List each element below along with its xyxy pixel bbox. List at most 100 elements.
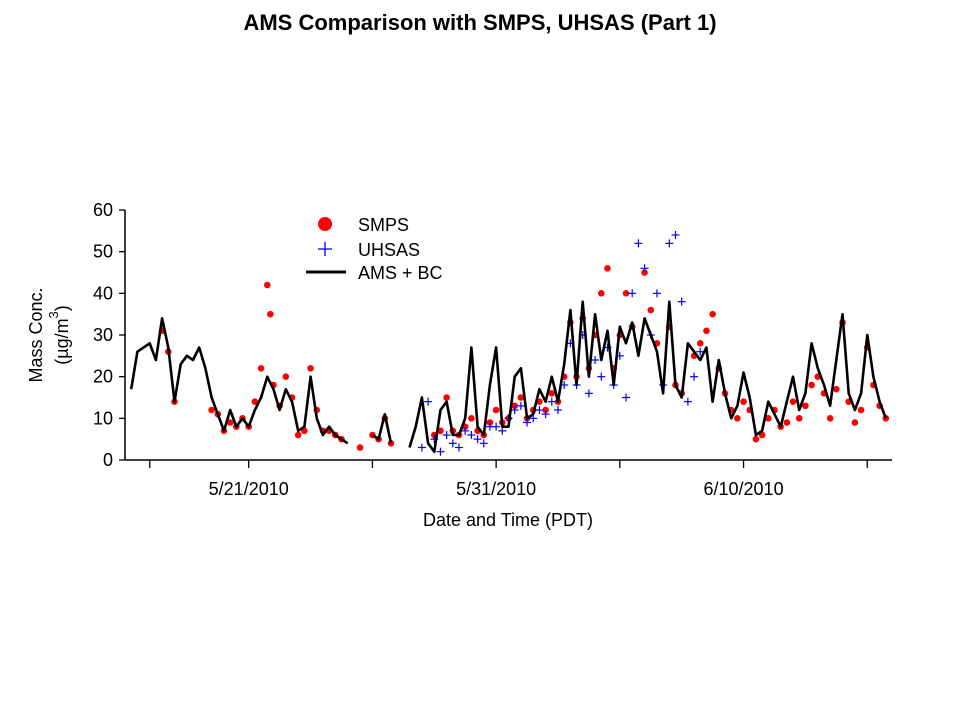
uhsas-point: [455, 443, 464, 452]
uhsas-point: [436, 447, 445, 456]
smps-point: [622, 290, 630, 297]
legend: SMPS UHSAS AMS + BC: [306, 215, 443, 283]
uhsas-point: [498, 426, 507, 435]
legend-smps-marker: [318, 217, 332, 231]
x-tick-label: 6/10/2010: [704, 479, 784, 499]
uhsas-point: [541, 410, 550, 419]
smps-point: [294, 431, 302, 439]
y-axis-unit-text: (µg/m: [52, 318, 72, 364]
uhsas-point: [677, 297, 686, 306]
uhsas-point: [597, 372, 606, 381]
smps-point: [641, 269, 648, 276]
uhsas-point: [634, 239, 643, 248]
uhsas-point: [448, 439, 457, 448]
smps-point: [492, 406, 500, 414]
uhsas-point: [665, 239, 674, 248]
smps-point: [548, 390, 556, 397]
smps-point: [795, 415, 803, 422]
smps-point: [486, 419, 494, 426]
legend-smps-label: SMPS: [358, 215, 409, 235]
y-tick-label: 40: [93, 283, 113, 303]
uhsas-point: [516, 401, 525, 410]
uhsas-point: [424, 397, 433, 406]
smps-point: [696, 340, 704, 347]
ams-bc-line: [129, 317, 349, 445]
uhsas-point: [535, 406, 544, 414]
x-axis-label: Date and Time (PDT): [423, 510, 593, 530]
uhsas-point: [467, 431, 476, 439]
smps-point: [263, 281, 271, 289]
smps-point: [251, 398, 259, 405]
uhsas-point: [442, 431, 451, 439]
uhsas-point: [461, 426, 470, 435]
smps-point: [597, 290, 605, 297]
uhsas-point: [553, 406, 562, 414]
smps-point: [647, 306, 655, 314]
smps-point: [517, 394, 525, 401]
smps-point: [808, 381, 815, 389]
y-axis-unit-close: ): [52, 305, 72, 311]
uhsas-point: [622, 393, 631, 402]
uhsas-point: [690, 372, 699, 381]
y-axis-label: Mass Conc.: [26, 287, 46, 382]
uhsas-point: [628, 289, 637, 298]
uhsas-point: [473, 435, 482, 444]
smps-point: [752, 435, 760, 443]
smps-point: [734, 415, 741, 422]
smps-point: [833, 385, 840, 393]
legend-uhsas-marker: [318, 242, 332, 256]
y-tick-label: 50: [93, 242, 113, 262]
smps-point: [257, 365, 265, 372]
ams-bc-line: [371, 412, 393, 444]
smps-point: [208, 406, 215, 414]
uhsas-point: [547, 397, 556, 406]
uhsas-point: [591, 356, 600, 364]
x-ticks: 5/21/2010 5/31/2010 6/10/2010: [149, 460, 868, 499]
smps-point: [802, 402, 809, 410]
uhsas-point: [683, 397, 692, 406]
y-tick-label: 10: [93, 408, 113, 428]
y-axis-label-line1: Mass Conc.: [26, 287, 46, 382]
smps-point: [703, 327, 710, 335]
chart-title: AMS Comparison with SMPS, UHSAS (Part 1): [243, 10, 717, 35]
smps-point: [267, 310, 274, 318]
x-tick-label: 5/21/2010: [209, 479, 289, 499]
uhsas-point: [510, 406, 519, 414]
y-tick-label: 0: [103, 450, 113, 470]
smps-point: [542, 406, 549, 414]
uhsas-point: [640, 264, 649, 273]
smps-point: [307, 365, 314, 372]
smps-point: [740, 398, 747, 405]
smps-point: [764, 415, 772, 422]
uhsas-point: [417, 443, 426, 452]
legend-uhsas-label: UHSAS: [358, 240, 420, 260]
smps-point: [387, 440, 395, 447]
smps-point: [226, 419, 234, 426]
uhsas-point: [584, 389, 593, 398]
smps-point: [511, 402, 518, 410]
y-tick-label: 60: [93, 200, 113, 220]
uhsas-point: [696, 347, 705, 356]
x-tick-label: 5/31/2010: [456, 479, 536, 499]
y-tick-label: 30: [93, 325, 113, 345]
smps-point: [282, 373, 290, 380]
smps-point: [789, 398, 797, 405]
smps-point: [709, 310, 716, 318]
legend-ams-label: AMS + BC: [358, 263, 443, 283]
uhsas-point: [652, 289, 661, 298]
plot-area: [129, 231, 890, 456]
smps-point: [468, 415, 475, 422]
smps-point: [851, 419, 859, 426]
y-tick-label: 20: [93, 367, 113, 387]
ams-bc-line: [408, 300, 888, 453]
y-ticks: 0 10 20 30 40 50 60: [93, 200, 125, 470]
y-axis-unit-sup: 3: [46, 311, 61, 318]
smps-point: [356, 444, 364, 451]
uhsas-point: [523, 418, 532, 427]
smps-point: [783, 419, 791, 426]
uhsas-point: [671, 231, 680, 239]
uhsas-point: [479, 439, 488, 448]
smps-point: [443, 394, 450, 401]
y-axis-unit: (µg/m3): [46, 305, 72, 365]
